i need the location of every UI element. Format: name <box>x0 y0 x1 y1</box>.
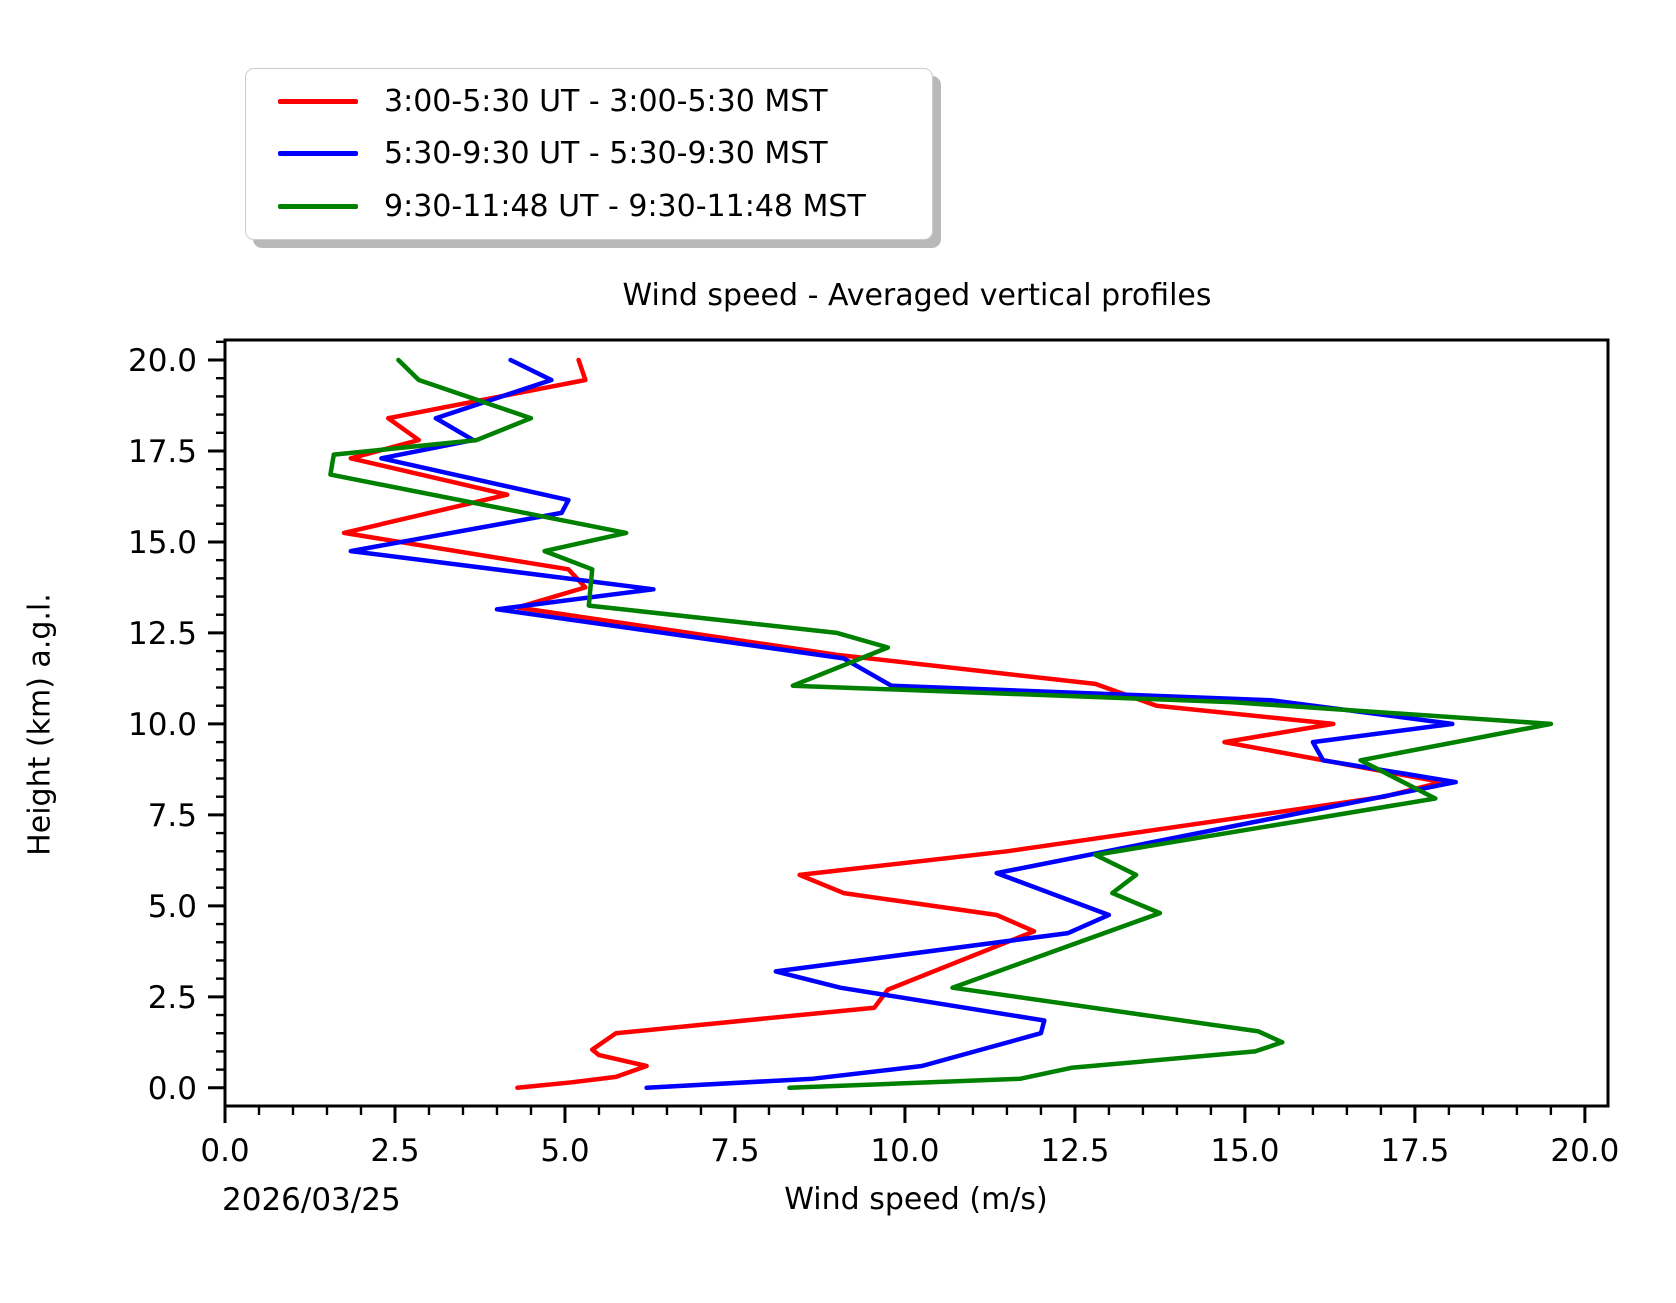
x-tick-label: 2.5 <box>370 1133 419 1169</box>
y-tick-label: 7.5 <box>148 798 197 834</box>
legend-label: 9:30-11:48 UT - 9:30-11:48 MST <box>384 189 866 225</box>
legend-entry-1: 5:30-9:30 UT - 5:30-9:30 MST <box>264 128 914 180</box>
series-line-1 <box>348 357 1458 1091</box>
x-tick-label: 5.0 <box>540 1133 589 1169</box>
y-tick-label: 17.5 <box>128 434 197 470</box>
x-tick-label: 20.0 <box>1550 1133 1619 1169</box>
y-tick-label: 15.0 <box>128 525 197 561</box>
legend-entry-2: 9:30-11:48 UT - 9:30-11:48 MST <box>264 181 914 233</box>
y-tick-label: 10.0 <box>128 707 197 743</box>
legend-line-sample <box>278 151 358 157</box>
y-tick-label: 5.0 <box>148 889 197 925</box>
x-tick-label: 0.0 <box>200 1133 249 1169</box>
legend-line-sample <box>278 204 358 210</box>
legend-label: 5:30-9:30 UT - 5:30-9:30 MST <box>384 136 828 172</box>
x-axis-label: Wind speed (m/s) <box>784 1182 1048 1217</box>
legend-line-sample <box>278 98 358 104</box>
x-tick-label: 7.5 <box>710 1133 759 1169</box>
y-tick-label: 2.5 <box>148 980 197 1016</box>
chart-title: Wind speed - Averaged vertical profiles <box>622 278 1212 313</box>
date-label: 2026/03/25 <box>222 1182 401 1218</box>
axes-spines <box>223 338 1610 1108</box>
y-tick-label: 20.0 <box>128 343 197 379</box>
series-line-2 <box>328 357 1554 1091</box>
series-line-0 <box>341 357 1445 1091</box>
x-tick-label: 17.5 <box>1380 1133 1449 1169</box>
legend-entry-0: 3:00-5:30 UT - 3:00-5:30 MST <box>264 75 914 127</box>
legend: 3:00-5:30 UT - 3:00-5:30 MST 5:30-9:30 UT… <box>245 68 933 240</box>
legend-label: 3:00-5:30 UT - 3:00-5:30 MST <box>384 83 828 119</box>
y-tick-label: 12.5 <box>128 616 197 652</box>
y-axis-label: Height (km) a.g.l. <box>22 593 58 856</box>
x-tick-label: 10.0 <box>870 1133 939 1169</box>
y-tick-label: 0.0 <box>148 1071 197 1107</box>
x-tick-label: 15.0 <box>1210 1133 1279 1169</box>
x-tick-label: 12.5 <box>1040 1133 1109 1169</box>
